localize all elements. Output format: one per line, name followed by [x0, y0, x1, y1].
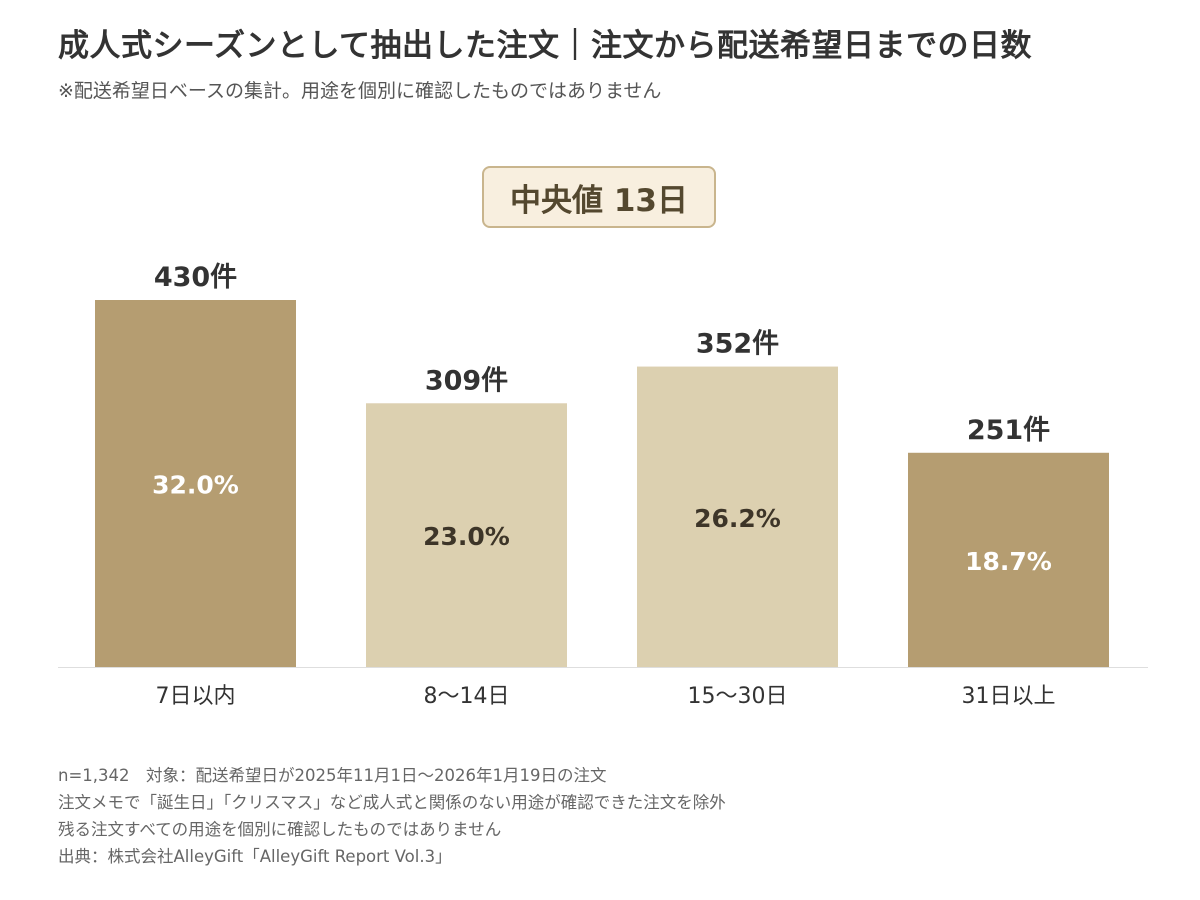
bar-value-label: 352件 [696, 329, 779, 360]
bar-percent-label: 26.2% [694, 504, 781, 533]
bar [95, 300, 296, 667]
x-tick-label: 15〜30日 [688, 684, 788, 709]
median-badge: 中央値 13日 [482, 166, 716, 228]
bar [637, 366, 838, 667]
x-tick-label: 8〜14日 [424, 684, 510, 709]
bar-percent-label: 32.0% [152, 471, 239, 500]
footnotes: n=1,342 対象：配送希望日が2025年11月1日〜2026年1月19日の注… [58, 762, 1158, 870]
footnote-source: 出典：株式会社AlleyGift「AlleyGift Report Vol.3」 [58, 847, 452, 866]
chart-title: 成人式シーズンとして抽出した注文｜注文から配送希望日までの日数 [58, 28, 1033, 64]
footnote-disclaimer: 残る注文すべての用途を個別に確認したものではありません [58, 820, 502, 839]
footnote-sample: n=1,342 対象：配送希望日が2025年11月1日〜2026年1月19日の注… [58, 766, 607, 785]
bar-value-label: 309件 [425, 365, 508, 396]
bar [908, 452, 1109, 667]
x-tick-label: 7日以内 [156, 684, 236, 709]
chart-subtitle: ※配送希望日ベースの集計。用途を個別に確認したものではありません [58, 80, 662, 102]
bar-chart: 430件 32.0% 7日以内 309件 23.0% 8〜14日 352件 26.2% 15〜3… [58, 262, 1148, 709]
bar-value-label: 251件 [967, 415, 1050, 446]
bar-value-label: 430件 [154, 262, 237, 293]
bar [366, 403, 567, 667]
bar-percent-label: 18.7% [965, 547, 1052, 576]
x-tick-label: 31日以上 [962, 684, 1056, 709]
bar-percent-label: 23.0% [423, 522, 510, 551]
footnote-exclusion: 注文メモで「誕生日」「クリスマス」など成人式と関係のない用途が確認できた注文を除… [58, 793, 726, 812]
